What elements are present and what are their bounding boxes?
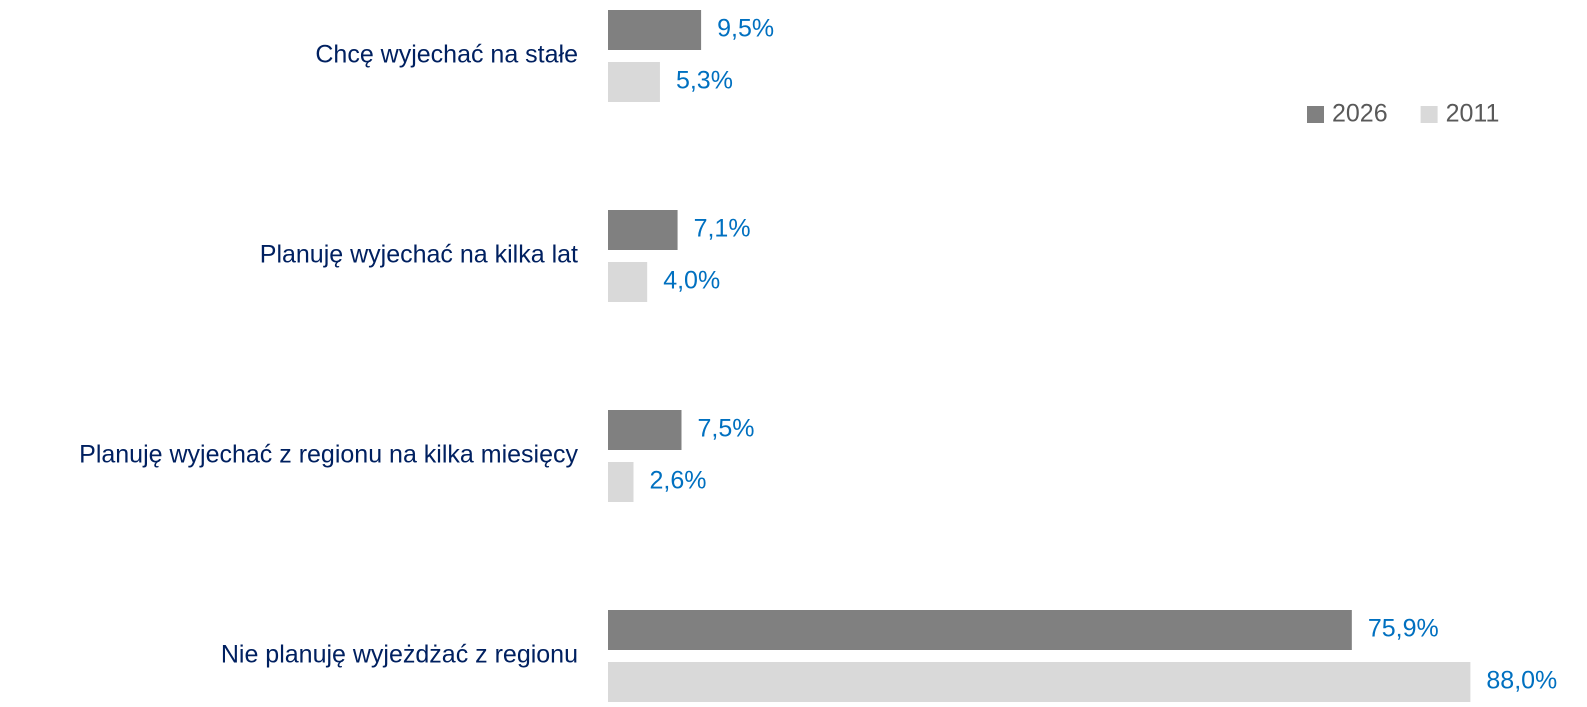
value-label: 5,3% (676, 67, 733, 95)
bar (608, 10, 702, 50)
category-label: Planuję wyjechać na kilka lat (260, 241, 578, 269)
value-label: 88,0% (1486, 667, 1557, 695)
value-label: 2,6% (649, 467, 706, 495)
bar (608, 210, 678, 250)
bar (608, 262, 648, 302)
value-label: 4,0% (663, 267, 720, 295)
category-label: Chcę wyjechać na stałe (315, 41, 578, 69)
bar (608, 610, 1352, 650)
legend-label: 2026 (1332, 100, 1388, 128)
category-label: Nie planuję wyjeżdżać z regionu (221, 641, 578, 669)
legend-label: 2011 (1446, 100, 1500, 128)
bar (608, 462, 634, 502)
value-label: 9,5% (717, 15, 774, 43)
legend-swatch (1307, 106, 1324, 123)
legend-swatch (1420, 106, 1438, 123)
category-label: Planuję wyjechać z regionu na kilka mies… (79, 441, 578, 469)
value-label: 75,9% (1368, 615, 1439, 643)
value-label: 7,1% (694, 215, 751, 243)
bar (608, 662, 1471, 702)
bar (608, 410, 682, 450)
bar (608, 62, 660, 102)
value-label: 7,5% (698, 415, 755, 443)
